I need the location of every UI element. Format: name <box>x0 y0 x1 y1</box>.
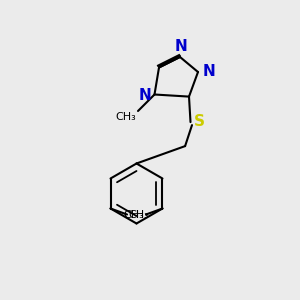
Text: S: S <box>194 114 205 129</box>
Text: CH₃: CH₃ <box>116 112 136 122</box>
Text: N: N <box>139 88 152 104</box>
Text: N: N <box>175 39 188 54</box>
Text: CH₃: CH₃ <box>124 209 145 220</box>
Text: N: N <box>202 64 215 80</box>
Text: CH₃: CH₃ <box>128 209 149 220</box>
